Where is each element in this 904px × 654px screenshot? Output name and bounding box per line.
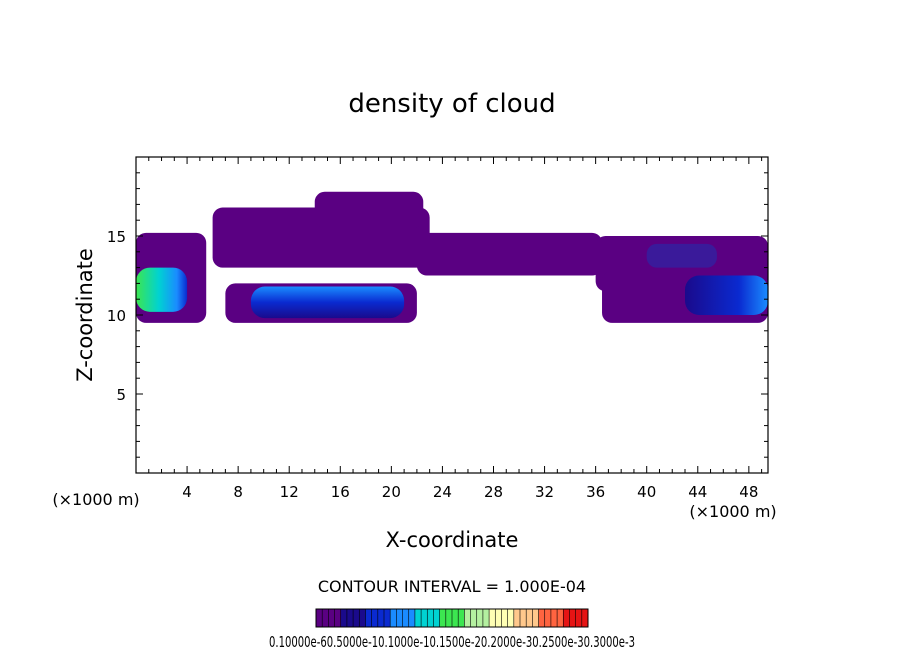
x-tick-label: 48 <box>739 483 758 501</box>
chart-title: density of cloud <box>348 89 555 119</box>
x-unit-left: (×1000 m) <box>52 490 139 509</box>
cloud-region <box>314 191 424 229</box>
x-tick-label: 36 <box>586 483 605 501</box>
cloud-region <box>685 275 768 315</box>
x-tick-label: 44 <box>688 483 707 501</box>
x-tick-label: 40 <box>637 483 656 501</box>
y-tick-labels: 5 10 15 <box>107 228 126 404</box>
x-tick-label: 4 <box>182 483 192 501</box>
contour-interval-text: CONTOUR INTERVAL = 1.000E-04 <box>318 577 586 596</box>
x-tick-label: 12 <box>280 483 299 501</box>
colorbar-frame <box>315 608 589 628</box>
colorbar-labels: 0.10000e-60.5000e-10.1000e-10.1500e-20.2… <box>269 633 635 651</box>
x-tick-label: 8 <box>233 483 243 501</box>
y-tick-label: 10 <box>107 307 126 325</box>
x-tick-label: 20 <box>382 483 401 501</box>
x-tick-label: 24 <box>433 483 452 501</box>
colorbar <box>315 608 589 628</box>
axis-ticks <box>136 157 768 473</box>
cloud-field <box>136 191 768 323</box>
x-tick-label: 28 <box>484 483 503 501</box>
cloud-region <box>646 243 717 268</box>
cloud-region <box>250 286 405 319</box>
x-tick-label: 16 <box>331 483 350 501</box>
x-axis-label: X-coordinate <box>386 528 519 552</box>
cloud-region <box>136 267 188 312</box>
x-tick-labels: 4 8 12 16 20 24 28 32 36 40 44 48 <box>182 483 758 501</box>
y-tick-label: 5 <box>116 386 126 404</box>
y-axis-label: Z-coordinate <box>73 248 97 382</box>
y-tick-label: 15 <box>107 228 126 246</box>
cloud-region <box>416 232 603 276</box>
x-tick-label: 32 <box>535 483 554 501</box>
x-unit-right: (×1000 m) <box>689 502 776 521</box>
